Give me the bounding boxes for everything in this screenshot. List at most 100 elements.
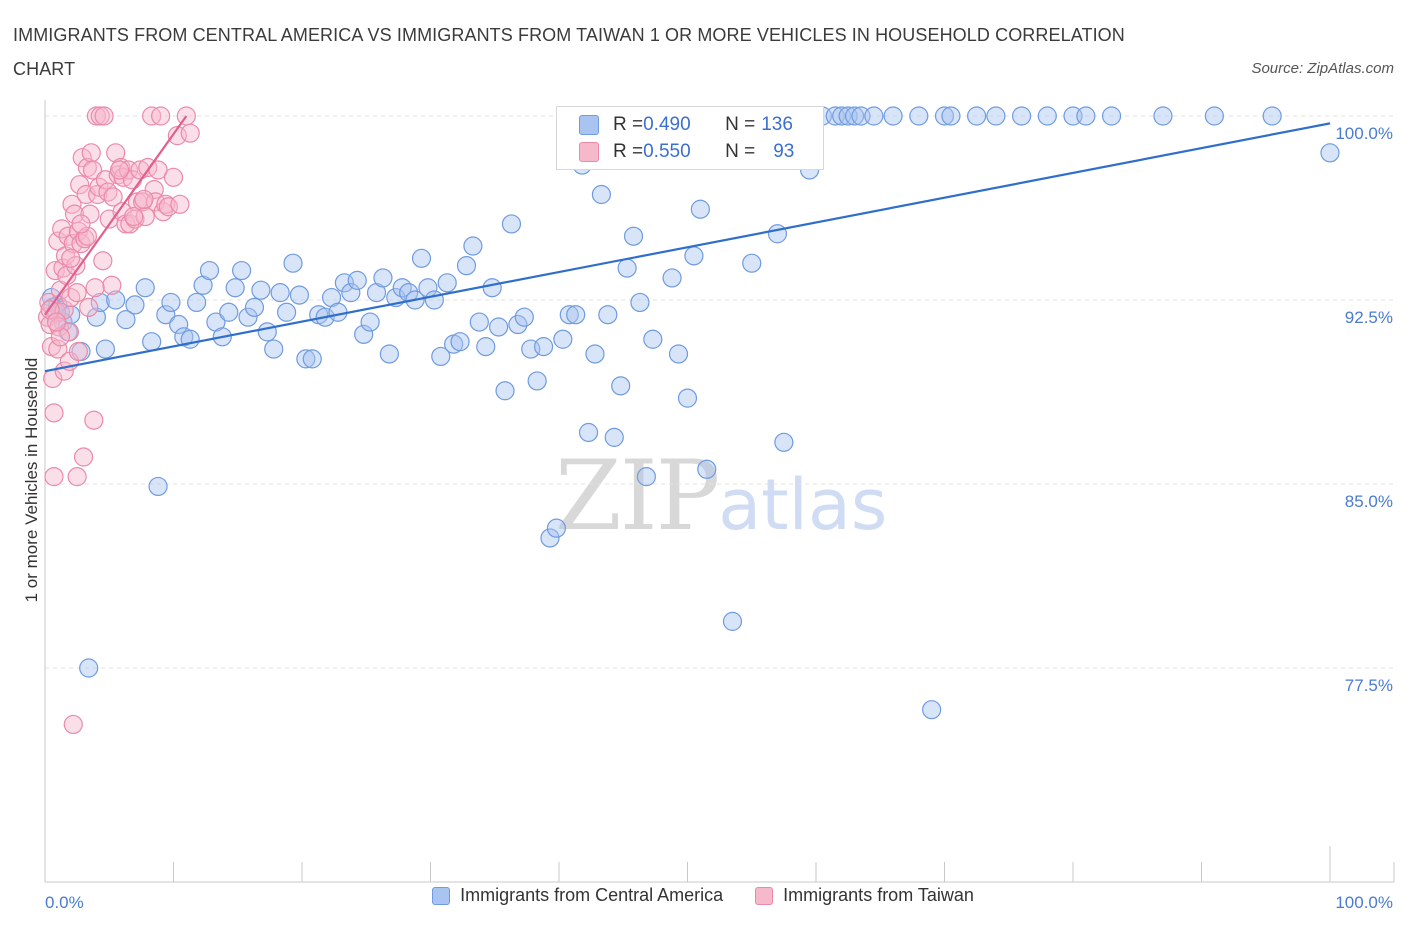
- central-america-point: [643, 329, 663, 349]
- central-america-point: [1204, 106, 1224, 126]
- central-america-point: [135, 278, 155, 298]
- legend-item-taiwan[interactable]: Immigrants from Taiwan: [755, 885, 974, 906]
- taiwan-point: [70, 175, 90, 195]
- central-america-point: [527, 371, 547, 391]
- legend-item-central-america[interactable]: Immigrants from Central America: [432, 885, 723, 906]
- central-america-point: [585, 344, 605, 364]
- taiwan-point: [55, 246, 76, 266]
- central-america-point: [883, 106, 903, 126]
- n-value: 93: [773, 141, 795, 162]
- grid-lines: [45, 115, 1394, 669]
- central-america-point: [697, 459, 717, 479]
- central-america-point: [95, 339, 115, 359]
- central-america-point: [238, 307, 258, 327]
- central-america-point: [148, 476, 168, 497]
- y-tick-label: 77.5%: [1345, 676, 1393, 695]
- central-america-point: [379, 344, 399, 364]
- central-america-point: [456, 256, 477, 276]
- r-value: 0.550: [643, 141, 691, 162]
- axes: [44, 100, 1395, 883]
- taiwan-trend-line: [44, 115, 188, 316]
- central-america-point: [1076, 106, 1096, 126]
- central-america-point: [767, 224, 788, 244]
- central-america-point: [219, 302, 239, 322]
- central-america-point: [347, 270, 367, 290]
- central-america-point: [909, 106, 929, 126]
- central-america-point: [373, 268, 393, 288]
- taiwan-point: [54, 300, 74, 320]
- taiwan-point: [67, 283, 87, 303]
- central-america-point: [142, 332, 162, 352]
- central-america-point: [296, 349, 316, 369]
- stat-row-central-america: R = 0.490 N = 136: [579, 112, 793, 138]
- central-america-point: [508, 314, 528, 335]
- central-america-point: [684, 246, 704, 266]
- central-america-point: [662, 268, 682, 288]
- central-america-point: [156, 305, 176, 325]
- central-america-point: [559, 305, 579, 325]
- taiwan-point: [71, 214, 91, 234]
- central-america-point: [1262, 106, 1282, 126]
- central-america-point: [106, 290, 126, 310]
- central-america-point: [1101, 106, 1122, 126]
- central-america-point: [225, 278, 245, 298]
- n-value: 136: [761, 114, 793, 135]
- central-america-point: [514, 307, 534, 327]
- y-tick-label: 85.0%: [1345, 492, 1393, 511]
- central-america-point: [677, 388, 698, 408]
- taiwan-point: [163, 167, 184, 187]
- central-america-point: [533, 337, 554, 357]
- central-america-point: [501, 214, 522, 234]
- central-america-point: [1011, 106, 1032, 126]
- taiwan-point: [61, 248, 81, 268]
- tick-labels: 77.5% 85.0% 92.5% 100.0% 0.0% 100.0%: [45, 124, 1393, 912]
- central-america-point: [125, 295, 145, 315]
- central-america-point: [774, 432, 794, 452]
- central-america-point: [864, 106, 884, 126]
- taiwan-point: [79, 297, 99, 317]
- central-america-point: [283, 253, 303, 273]
- central-america-point: [431, 346, 451, 367]
- central-america-point: [270, 283, 290, 303]
- central-america-point: [636, 467, 656, 487]
- taiwan-point: [81, 143, 101, 163]
- taiwan-point: [44, 403, 64, 423]
- legend-label: Immigrants from Central America: [460, 885, 724, 905]
- taiwan-point: [124, 206, 144, 227]
- central-america-point: [668, 344, 689, 364]
- central-america-point: [116, 310, 136, 330]
- central-america-point: [341, 283, 361, 303]
- central-america-point: [489, 317, 509, 337]
- taiwan-point: [50, 327, 71, 347]
- central-america-point: [161, 292, 181, 313]
- central-america-point: [251, 280, 271, 300]
- central-america-point: [1153, 106, 1173, 126]
- taiwan-points: [37, 106, 200, 735]
- taiwan-point: [59, 322, 80, 342]
- central-america-point: [257, 322, 277, 342]
- taiwan-point: [77, 157, 98, 178]
- central-america-point: [578, 422, 599, 443]
- r-value: 0.490: [643, 114, 691, 135]
- trend-lines: [44, 115, 1331, 373]
- taiwan-point: [151, 106, 171, 126]
- y-tick-label: 100.0%: [1335, 124, 1393, 143]
- central-america-point: [411, 248, 432, 268]
- taiwan-point: [135, 206, 155, 227]
- central-america-point: [617, 258, 637, 278]
- taiwan-point: [63, 714, 83, 735]
- central-america-point: [598, 305, 618, 325]
- central-america-point: [540, 528, 560, 548]
- central-america-swatch: [432, 886, 451, 905]
- central-america-point: [328, 302, 348, 322]
- central-america-point: [79, 658, 99, 678]
- central-america-point: [450, 332, 470, 352]
- central-america-point: [1320, 143, 1340, 163]
- taiwan-point: [89, 177, 109, 197]
- taiwan-point: [73, 447, 94, 467]
- taiwan-point: [39, 292, 59, 313]
- central-america-point: [934, 106, 955, 126]
- central-america-point: [742, 253, 762, 273]
- central-america-point: [566, 305, 586, 325]
- central-america-point: [630, 292, 650, 313]
